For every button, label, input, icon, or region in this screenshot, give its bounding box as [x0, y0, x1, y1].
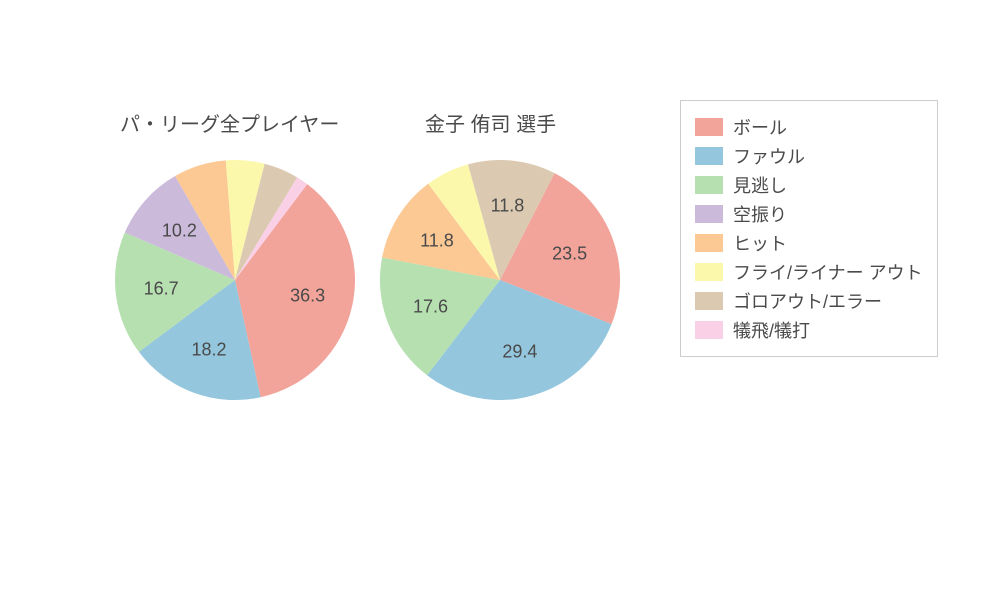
- legend-swatch-sac: [695, 321, 723, 339]
- legend-swatch-grounderr: [695, 292, 723, 310]
- legend-item-flyliner: フライ/ライナー アウト: [695, 259, 923, 285]
- legend-swatch-swinging: [695, 205, 723, 223]
- pie2: 23.5 29.4 17.6 11.8 11.8: [380, 160, 620, 400]
- pie1-title: パ・リーグ全プレイヤー: [120, 108, 339, 137]
- legend-swatch-hit: [695, 234, 723, 252]
- legend-label-flyliner: フライ/ライナー アウト: [733, 259, 923, 285]
- legend-item-grounderr: ゴロアウト/エラー: [695, 288, 923, 314]
- legend-swatch-flyliner: [695, 263, 723, 281]
- pie-label-foul: 29.4: [502, 341, 537, 362]
- legend-swatch-ball: [695, 118, 723, 136]
- legend-item-looking: 見逃し: [695, 172, 923, 198]
- legend-item-hit: ヒット: [695, 230, 923, 256]
- legend-label-hit: ヒット: [733, 230, 787, 256]
- pie-label-hit: 11.8: [420, 230, 454, 251]
- legend-label-swinging: 空振り: [733, 201, 787, 227]
- pie-label-foul: 18.2: [191, 339, 226, 360]
- pie-label-ball: 36.3: [290, 285, 325, 306]
- pie1: 36.3 18.2 16.7 10.2: [115, 160, 355, 400]
- legend-swatch-looking: [695, 176, 723, 194]
- legend-swatch-foul: [695, 147, 723, 165]
- chart-container: パ・リーグ全プレイヤー 金子 侑司 選手 36.3 18.2 16.7 10.2 23…: [0, 0, 1000, 600]
- legend: ボールファウル見逃し空振りヒットフライ/ライナー アウトゴロアウト/エラー犠飛/…: [680, 100, 938, 357]
- legend-item-sac: 犠飛/犠打: [695, 317, 923, 343]
- legend-label-looking: 見逃し: [733, 172, 787, 198]
- pie-label-ball: 23.5: [552, 243, 587, 264]
- pie2-title: 金子 侑司 選手: [425, 108, 556, 137]
- legend-label-grounderr: ゴロアウト/エラー: [733, 288, 882, 314]
- legend-item-swinging: 空振り: [695, 201, 923, 227]
- pie-label-grounderr: 11.8: [491, 195, 525, 216]
- pie-label-swinging: 10.2: [162, 220, 197, 241]
- legend-label-ball: ボール: [733, 114, 787, 140]
- pie-label-looking: 16.7: [144, 278, 179, 299]
- legend-item-foul: ファウル: [695, 143, 923, 169]
- legend-label-foul: ファウル: [733, 143, 805, 169]
- pie-label-looking: 17.6: [413, 296, 448, 317]
- legend-item-ball: ボール: [695, 114, 923, 140]
- legend-label-sac: 犠飛/犠打: [733, 317, 810, 343]
